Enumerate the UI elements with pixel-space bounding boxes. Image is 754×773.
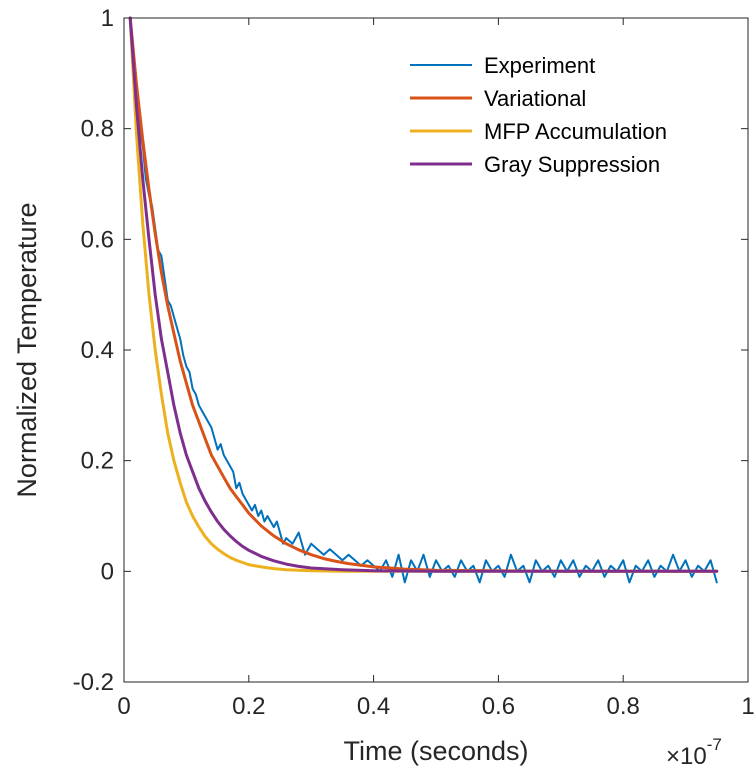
x-tick-label: 1	[741, 693, 754, 720]
legend-label-variational: Variational	[484, 86, 586, 111]
legend: Experiment Variational MFP Accumulation Gra…	[400, 44, 720, 188]
x-tick-label: 0.4	[357, 693, 390, 720]
y-tick-label: 1	[101, 5, 114, 32]
series-line-experiment	[129, 17, 718, 584]
y-axis-label: Normalized Temperature	[12, 202, 42, 497]
y-tick-label: 0.6	[81, 226, 114, 253]
series-layer	[128, 16, 719, 584]
y-tick-label: 0.8	[81, 116, 114, 143]
x-tick-label: 0.6	[482, 693, 515, 720]
series-line-mfp-accumulation	[128, 16, 719, 573]
y-tick-label: -0.2	[73, 669, 114, 696]
x-tick-label: 0.8	[607, 693, 640, 720]
y-tick-label: 0.2	[81, 448, 114, 475]
ticks-layer: 0 0.2 0.4 0.6 0.8 1-0.200.20.40.60.81	[73, 5, 754, 720]
x-exponent-label: ×10-7	[666, 735, 722, 770]
legend-label-gray-suppression: Gray Suppression	[484, 152, 660, 177]
y-tick-label: 0.4	[81, 337, 114, 364]
series-line-gray-suppression	[128, 16, 719, 573]
x-exponent-base: ×10	[666, 743, 707, 770]
legend-entries: Experiment Variational MFP Accumulation Gra…	[410, 53, 667, 177]
x-exponent-power: -7	[707, 735, 722, 754]
x-tick-label: 0.2	[232, 693, 265, 720]
x-axis-label: Time (seconds)	[343, 736, 528, 766]
y-tick-label: 0	[101, 558, 114, 585]
legend-label-mfp-accumulation: MFP Accumulation	[484, 119, 667, 144]
legend-label-experiment: Experiment	[484, 53, 595, 78]
series-line-variational	[128, 16, 719, 573]
x-tick-label: 0	[117, 693, 130, 720]
